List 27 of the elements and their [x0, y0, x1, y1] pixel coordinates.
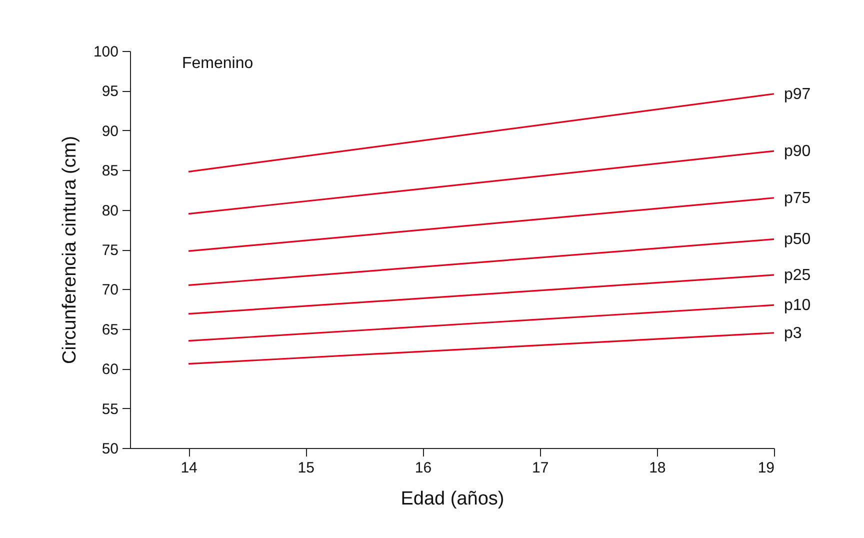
series-label: p10: [784, 297, 811, 314]
y-tick-label: 95: [102, 83, 118, 100]
series-label: p3: [784, 324, 802, 342]
x-tick-label: 15: [298, 460, 314, 476]
y-tick-label: 80: [102, 202, 118, 220]
y-tick-label: 90: [102, 122, 118, 140]
y-tick-label: 85: [102, 162, 118, 180]
x-tick-label: 18: [649, 460, 666, 476]
x-tick-label: 19: [758, 460, 774, 476]
y-tick-label: 100: [93, 44, 118, 60]
y-tick-label: 55: [102, 400, 118, 418]
y-tick-label: 70: [102, 282, 118, 299]
series-label: p50: [784, 231, 811, 248]
annotation: Femenino: [182, 55, 254, 72]
series-label: p97: [784, 86, 811, 103]
series-label: p90: [784, 143, 811, 160]
y-tick-label: 75: [102, 242, 118, 259]
series-label: p75: [784, 190, 811, 207]
x-axis-title: Edad (años): [400, 488, 504, 510]
x-tick-label: 14: [180, 460, 198, 476]
y-tick-label: 50: [102, 440, 118, 458]
y-tick-label: 60: [102, 361, 118, 378]
y-tick-label: 65: [102, 321, 118, 338]
series-label: p25: [784, 266, 811, 284]
y-axis-title: Circunferencia cintura (cm): [59, 136, 80, 364]
x-tick-label: 17: [532, 460, 549, 476]
x-tick-label: 16: [414, 460, 432, 476]
